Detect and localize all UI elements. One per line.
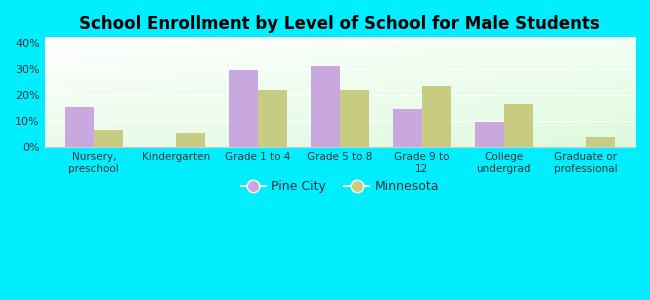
Bar bbox=[258, 90, 287, 147]
Bar bbox=[176, 133, 205, 147]
Title: School Enrollment by Level of School for Male Students: School Enrollment by Level of School for… bbox=[79, 15, 600, 33]
Bar bbox=[504, 104, 532, 147]
Bar bbox=[340, 90, 369, 147]
Bar bbox=[475, 122, 504, 147]
Bar bbox=[422, 86, 450, 147]
Bar bbox=[586, 137, 614, 147]
Legend: Pine City, Minnesota: Pine City, Minnesota bbox=[236, 175, 444, 198]
Bar bbox=[229, 70, 258, 147]
Bar bbox=[311, 66, 340, 147]
Bar bbox=[65, 106, 94, 147]
Bar bbox=[94, 130, 122, 147]
Bar bbox=[393, 109, 422, 147]
